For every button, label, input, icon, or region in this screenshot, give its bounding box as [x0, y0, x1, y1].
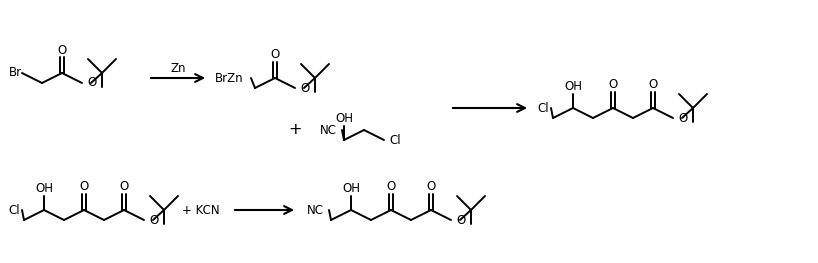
Text: +: + — [288, 123, 302, 138]
Text: O: O — [79, 180, 88, 194]
Text: BrZn: BrZn — [215, 72, 244, 84]
Text: OH: OH — [564, 80, 582, 94]
Text: Zn: Zn — [170, 63, 186, 75]
Text: O: O — [649, 78, 658, 92]
Text: Cl: Cl — [537, 102, 549, 114]
Text: O: O — [149, 214, 158, 226]
Text: Br: Br — [9, 67, 22, 79]
Text: O: O — [300, 82, 309, 94]
Text: O: O — [87, 77, 97, 89]
Text: Cl: Cl — [8, 204, 20, 216]
Text: OH: OH — [342, 183, 360, 195]
Text: OH: OH — [335, 113, 353, 125]
Text: O: O — [386, 180, 396, 194]
Text: O: O — [678, 112, 687, 124]
Text: + KCN: + KCN — [182, 204, 219, 216]
Text: O: O — [271, 48, 280, 62]
Text: O: O — [426, 180, 436, 194]
Text: O: O — [119, 180, 128, 194]
Text: NC: NC — [320, 124, 337, 136]
Text: O: O — [57, 43, 66, 57]
Text: NC: NC — [307, 204, 324, 216]
Text: O: O — [609, 78, 618, 92]
Text: Cl: Cl — [389, 134, 401, 146]
Text: O: O — [456, 214, 465, 226]
Text: OH: OH — [35, 183, 53, 195]
